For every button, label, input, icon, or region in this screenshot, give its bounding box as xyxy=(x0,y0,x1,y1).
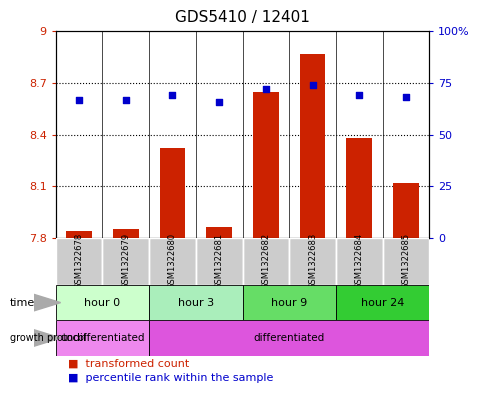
Bar xyxy=(56,285,149,320)
Bar xyxy=(102,238,149,285)
Bar xyxy=(288,238,335,285)
Bar xyxy=(56,320,149,356)
Bar xyxy=(159,148,185,238)
Point xyxy=(355,92,363,99)
Text: GSM1322682: GSM1322682 xyxy=(261,233,270,289)
Bar xyxy=(113,229,138,238)
Bar xyxy=(242,238,288,285)
Bar xyxy=(149,285,242,320)
Bar xyxy=(335,285,428,320)
Text: hour 24: hour 24 xyxy=(360,298,403,308)
Bar xyxy=(66,231,92,238)
Bar xyxy=(56,238,102,285)
Point xyxy=(121,96,129,103)
Text: ■  transformed count: ■ transformed count xyxy=(68,358,189,369)
Text: GSM1322680: GSM1322680 xyxy=(167,233,177,289)
Point xyxy=(308,82,316,88)
Bar xyxy=(196,238,242,285)
Text: time: time xyxy=(10,298,35,308)
Text: GSM1322678: GSM1322678 xyxy=(75,233,83,290)
Bar xyxy=(242,285,335,320)
Bar xyxy=(206,228,231,238)
Text: ■  percentile rank within the sample: ■ percentile rank within the sample xyxy=(68,373,272,384)
Text: GSM1322679: GSM1322679 xyxy=(121,233,130,289)
Bar xyxy=(382,238,428,285)
Text: GSM1322685: GSM1322685 xyxy=(401,233,409,289)
Point xyxy=(261,86,269,92)
Text: GDS5410 / 12401: GDS5410 / 12401 xyxy=(175,10,309,25)
Bar xyxy=(149,238,196,285)
Text: growth protocol: growth protocol xyxy=(10,333,86,343)
Text: GSM1322681: GSM1322681 xyxy=(214,233,223,289)
Bar xyxy=(335,238,382,285)
Point xyxy=(215,98,223,105)
Bar xyxy=(299,54,325,238)
Point xyxy=(401,94,409,101)
Text: GSM1322683: GSM1322683 xyxy=(307,233,317,290)
Bar xyxy=(346,138,371,238)
Polygon shape xyxy=(34,294,60,311)
Text: hour 3: hour 3 xyxy=(178,298,213,308)
Bar xyxy=(253,92,278,238)
Text: hour 0: hour 0 xyxy=(84,298,120,308)
Text: undifferentiated: undifferentiated xyxy=(60,333,144,343)
Point xyxy=(75,96,83,103)
Bar xyxy=(149,320,428,356)
Text: differentiated: differentiated xyxy=(253,333,324,343)
Polygon shape xyxy=(34,330,60,346)
Text: GSM1322684: GSM1322684 xyxy=(354,233,363,289)
Text: hour 9: hour 9 xyxy=(271,298,307,308)
Bar xyxy=(392,183,418,238)
Point xyxy=(168,92,176,99)
